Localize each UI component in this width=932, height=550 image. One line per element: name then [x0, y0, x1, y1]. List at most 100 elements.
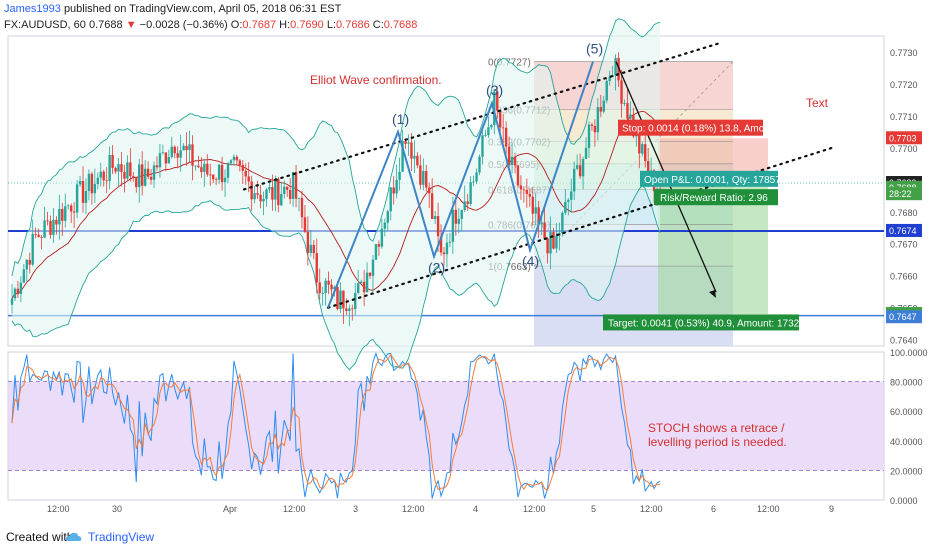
time-tick-label: 12:00 [757, 504, 780, 514]
candle-body [457, 218, 460, 224]
time-tick-label: 6 [711, 504, 716, 514]
stoch-note-line1: STOCH shows a retrace / [648, 421, 785, 435]
price-tag-bg [886, 187, 922, 201]
stoch-tick-label: 80.0000 [890, 378, 923, 388]
candle-body [549, 232, 552, 254]
candle-body [99, 171, 102, 178]
candle-body [250, 181, 253, 200]
time-tick-label: 9 [829, 504, 834, 514]
candle-body [58, 208, 61, 225]
candle-body [259, 194, 262, 202]
candle-body [519, 185, 523, 190]
candle-body [555, 235, 558, 249]
time-tick-label: 30 [112, 504, 122, 514]
open-value: 0.7687 [242, 19, 277, 31]
candle-body [64, 206, 67, 221]
candle-body [531, 196, 534, 214]
candle-body [167, 157, 171, 164]
candle-body [170, 146, 173, 158]
candle-body [629, 114, 632, 119]
down-arrow-icon: ▼ [125, 19, 137, 31]
candle-body [567, 199, 570, 202]
time-tick-label: 12:00 [640, 504, 663, 514]
candle-body [339, 290, 342, 310]
candle-body [646, 160, 650, 175]
price-tag: 0.7703 [889, 133, 917, 143]
candle-body [306, 231, 310, 253]
candle-body [61, 208, 64, 221]
candle-body [324, 280, 327, 293]
candle-body [436, 216, 440, 237]
stoch-tick-label: 60.0000 [890, 407, 923, 417]
candle-body [525, 189, 529, 194]
candle-body [46, 220, 49, 222]
candle-body [374, 244, 378, 260]
candle-body [472, 181, 475, 183]
chart-header: James1993 published on TradingView.com, … [0, 0, 932, 36]
candle-body [445, 242, 449, 255]
stoch-k-line [11, 351, 661, 499]
candle-body [522, 189, 526, 191]
high-value: 0.7690 [290, 19, 324, 31]
wave-label: (5) [586, 41, 603, 57]
candle-body [75, 184, 79, 213]
candle-body [182, 145, 185, 151]
candle-body [120, 164, 123, 172]
candle-body [268, 187, 271, 190]
candle-body [537, 207, 540, 224]
candle-body [398, 171, 401, 180]
candle-body [614, 57, 617, 76]
candle-body [351, 308, 354, 310]
candle-body [244, 170, 247, 177]
candle-body [442, 252, 446, 255]
candle-body [327, 280, 330, 285]
candle-body [543, 222, 546, 239]
candle-body [475, 172, 478, 182]
candle-body [49, 221, 52, 235]
candle-body [226, 163, 230, 178]
candle-body [229, 160, 233, 164]
projection-arrowhead [709, 290, 716, 299]
tradingview-brand[interactable]: TradingView [88, 530, 155, 544]
candle-body [138, 164, 141, 188]
symbol-line: FX:AUDUSD, 60 0.7688 ▼ −0.0028 (−0.36%) … [4, 19, 417, 31]
candle-body [496, 91, 499, 111]
candle-body [108, 154, 111, 181]
candle-body [10, 298, 14, 305]
candle-body [599, 107, 603, 112]
candle-body [288, 189, 292, 199]
open-pl-bg [640, 170, 778, 187]
candle-body [69, 205, 73, 212]
candle-body [209, 174, 212, 176]
open-label: O: [230, 19, 243, 31]
candle-body [315, 253, 318, 283]
candle-body [158, 153, 162, 168]
candle-body [191, 144, 194, 166]
channel-upper-line [242, 41, 724, 191]
candle-body [484, 135, 487, 136]
price-tick-label: 0.7710 [890, 112, 918, 122]
candle-body [185, 145, 188, 151]
candle-body [410, 142, 413, 159]
price-tick-label: 0.7730 [890, 48, 918, 58]
time-tick-label: 12:00 [47, 504, 70, 514]
candle-body [309, 244, 313, 253]
candle-body [478, 156, 481, 173]
candle-body [16, 288, 20, 294]
created-with-label: Created with [6, 530, 74, 544]
candle-body [593, 125, 597, 133]
author-name[interactable]: James1993 [4, 3, 61, 15]
candle-body [303, 217, 307, 232]
candle-body [572, 168, 576, 192]
candle-body [40, 236, 43, 238]
candle-body [454, 209, 458, 224]
candle-body [271, 187, 274, 200]
candle-body [348, 308, 351, 311]
candle-body [238, 160, 242, 165]
candle-body [513, 156, 517, 166]
candle-body [620, 80, 623, 104]
candle-body [161, 152, 165, 154]
stop-label: Stop: 0.0014 (0.18%) 13.8, Amount: 750 [622, 124, 801, 135]
stoch-tick-label: 0.0000 [890, 496, 918, 506]
